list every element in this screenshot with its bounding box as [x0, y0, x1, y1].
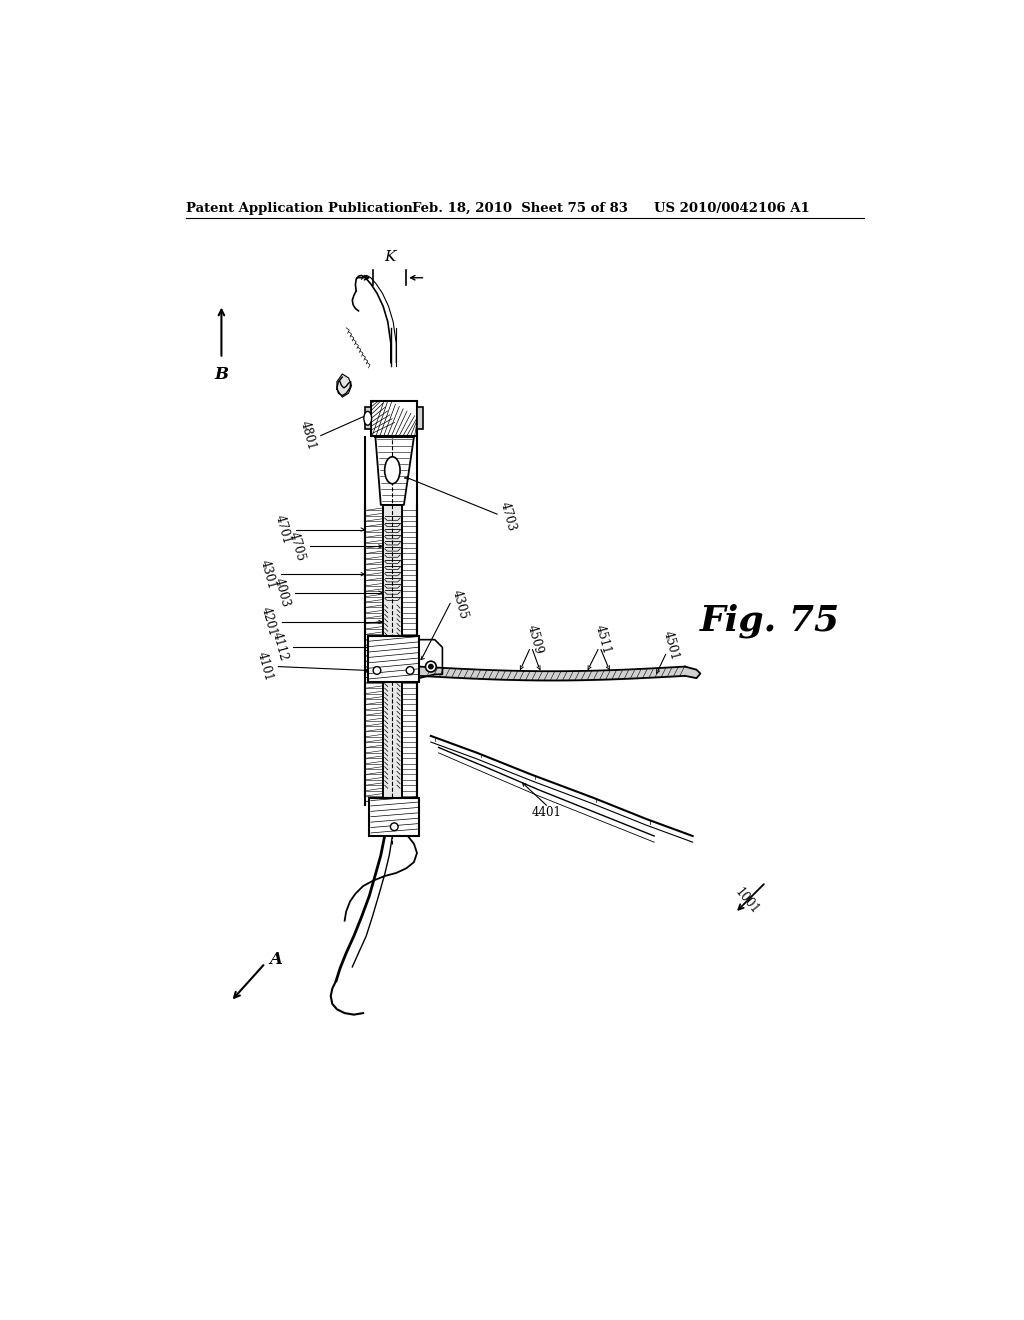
Text: 4501: 4501: [660, 628, 681, 661]
Text: 4511: 4511: [593, 623, 613, 656]
Polygon shape: [383, 506, 401, 805]
Circle shape: [373, 667, 381, 675]
Bar: [370, 797, 419, 836]
Text: K: K: [384, 249, 395, 264]
Text: Feb. 18, 2010  Sheet 75 of 83: Feb. 18, 2010 Sheet 75 of 83: [412, 202, 628, 215]
Text: 4112: 4112: [270, 631, 290, 663]
Bar: [417, 407, 423, 429]
Circle shape: [390, 822, 398, 830]
Circle shape: [425, 661, 436, 672]
Circle shape: [407, 667, 414, 675]
Text: 4101: 4101: [255, 651, 275, 682]
Text: 4705: 4705: [287, 531, 307, 562]
Text: 4703: 4703: [498, 500, 518, 533]
Circle shape: [429, 664, 433, 669]
Text: 4201: 4201: [259, 606, 280, 638]
Bar: [368, 636, 419, 682]
Text: 4003: 4003: [271, 577, 292, 609]
Text: 4509: 4509: [524, 623, 545, 656]
Text: B: B: [214, 367, 228, 383]
Text: Patent Application Publication: Patent Application Publication: [186, 202, 413, 215]
Polygon shape: [376, 437, 414, 506]
Ellipse shape: [385, 457, 400, 483]
Bar: [365, 407, 371, 429]
Ellipse shape: [364, 412, 372, 425]
Text: A: A: [269, 950, 282, 968]
Text: 1001: 1001: [732, 886, 761, 917]
Text: 4401: 4401: [531, 807, 561, 820]
Text: 4701: 4701: [272, 513, 293, 545]
Text: 4801: 4801: [298, 420, 317, 451]
Bar: [371, 401, 417, 436]
Text: 4305: 4305: [450, 589, 470, 622]
Text: US 2010/0042106 A1: US 2010/0042106 A1: [654, 202, 810, 215]
Text: 4301: 4301: [257, 558, 278, 590]
Polygon shape: [685, 667, 700, 678]
Polygon shape: [337, 374, 351, 397]
Text: Fig. 75: Fig. 75: [699, 603, 840, 638]
